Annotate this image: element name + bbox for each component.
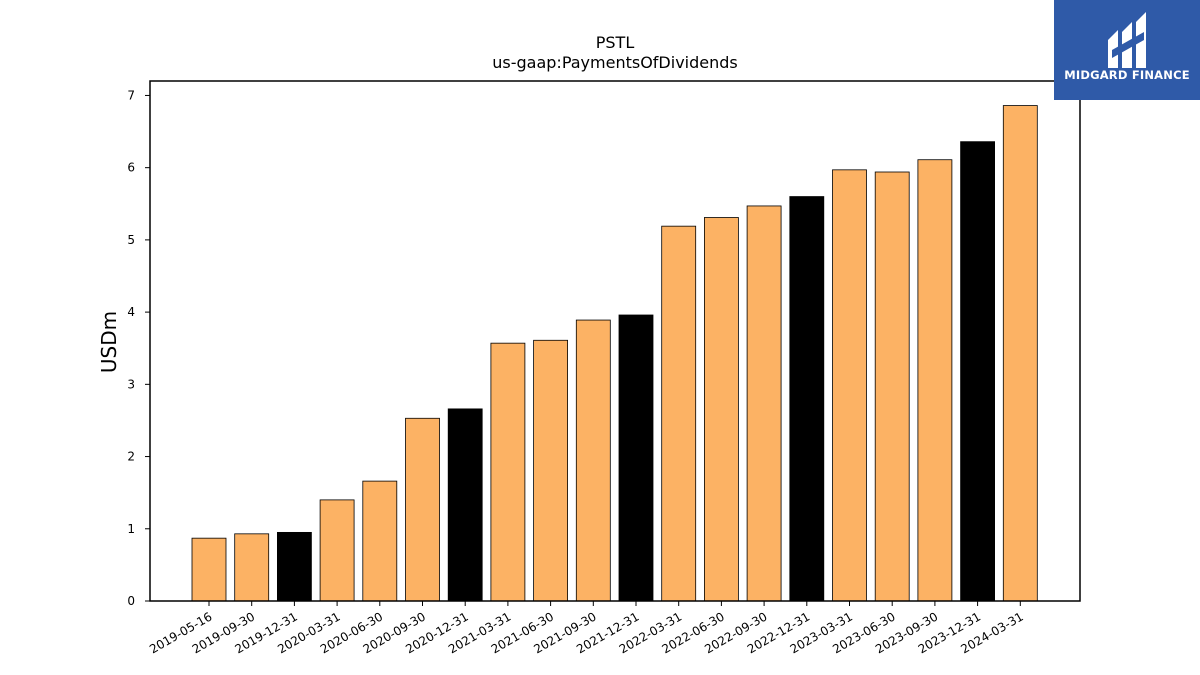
- bars-group: [191, 105, 1038, 602]
- y-tick-label: 3: [127, 377, 135, 391]
- brand-mark-icon: [1108, 12, 1146, 68]
- bar-2023-03-31: [832, 169, 867, 602]
- chart-subtitle: us-gaap:PaymentsOfDividends: [492, 53, 737, 72]
- y-tick-label: 6: [127, 161, 135, 175]
- bar-2021-06-30: [533, 339, 568, 602]
- bar-2022-06-30: [704, 217, 739, 602]
- bar-2019-05-16: [191, 537, 227, 602]
- bar-2019-12-31: [276, 531, 312, 602]
- y-tick-label: 0: [127, 594, 135, 608]
- brand-logo: MIDGARD FINANCE: [1054, 0, 1200, 100]
- y-axis-ticks: 0 1 2 3 4 5 6 7: [127, 88, 150, 608]
- bar-2024-03-31: [1002, 105, 1038, 602]
- bar-2022-03-31: [661, 225, 697, 602]
- brand-name: MIDGARD FINANCE: [1064, 68, 1190, 82]
- bar-2021-03-31: [490, 342, 526, 602]
- bar-2020-12-31: [447, 408, 483, 602]
- y-tick-label: 4: [127, 305, 135, 319]
- bar-2020-09-30: [405, 417, 440, 602]
- plot-frame: [149, 80, 1081, 602]
- y-axis-label: USDm: [97, 311, 121, 373]
- y-tick-label: 5: [127, 233, 135, 247]
- bar-2019-09-30: [234, 533, 270, 602]
- bar-2023-09-30: [917, 159, 953, 602]
- y-tick-label: 7: [127, 88, 135, 102]
- x-axis-ticks: 2019-05-162019-09-302019-12-312020-03-31…: [147, 601, 1026, 656]
- bar-2023-06-30: [874, 171, 910, 602]
- bar-2022-12-31: [789, 196, 825, 602]
- y-tick-label: 1: [127, 522, 135, 536]
- bar-2021-09-30: [575, 319, 611, 602]
- y-tick-label: 2: [127, 450, 135, 464]
- bar-2020-06-30: [362, 480, 398, 602]
- chart-title: PSTL: [596, 33, 635, 52]
- bar-2020-03-31: [319, 499, 355, 602]
- bar-2023-12-31: [960, 141, 995, 602]
- bar-2021-12-31: [618, 314, 654, 602]
- bar-2022-09-30: [746, 205, 782, 602]
